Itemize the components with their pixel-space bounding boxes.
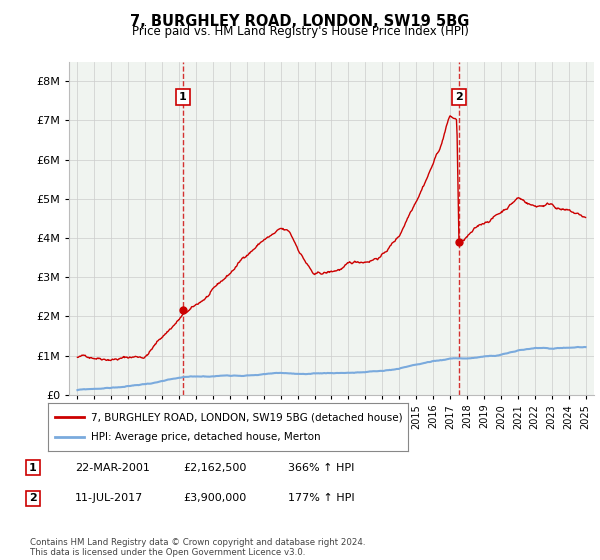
Text: HPI: Average price, detached house, Merton: HPI: Average price, detached house, Mert… xyxy=(91,432,321,442)
Text: Contains HM Land Registry data © Crown copyright and database right 2024.
This d: Contains HM Land Registry data © Crown c… xyxy=(30,538,365,557)
Text: 1: 1 xyxy=(179,92,187,102)
Text: 2: 2 xyxy=(29,493,37,503)
Text: 1: 1 xyxy=(29,463,37,473)
Text: Price paid vs. HM Land Registry's House Price Index (HPI): Price paid vs. HM Land Registry's House … xyxy=(131,25,469,38)
Text: 7, BURGHLEY ROAD, LONDON, SW19 5BG: 7, BURGHLEY ROAD, LONDON, SW19 5BG xyxy=(130,14,470,29)
Text: 7, BURGHLEY ROAD, LONDON, SW19 5BG (detached house): 7, BURGHLEY ROAD, LONDON, SW19 5BG (deta… xyxy=(91,413,403,422)
Text: 11-JUL-2017: 11-JUL-2017 xyxy=(75,493,143,503)
Text: 2: 2 xyxy=(455,92,463,102)
Text: 366% ↑ HPI: 366% ↑ HPI xyxy=(288,463,355,473)
Text: 22-MAR-2001: 22-MAR-2001 xyxy=(75,463,150,473)
Text: £2,162,500: £2,162,500 xyxy=(183,463,247,473)
Text: £3,900,000: £3,900,000 xyxy=(183,493,246,503)
Text: 177% ↑ HPI: 177% ↑ HPI xyxy=(288,493,355,503)
